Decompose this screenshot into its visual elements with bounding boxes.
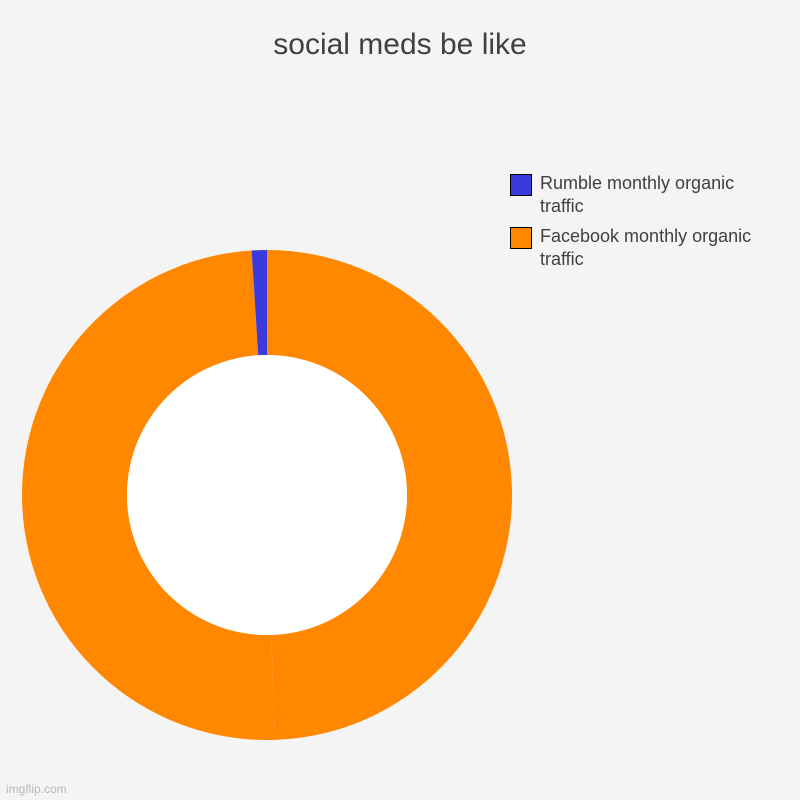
donut-chart [20,248,514,747]
chart-title: social meds be like [0,28,800,62]
legend-item: Facebook monthly organic traffic [510,225,770,270]
legend-swatch-rumble [510,174,532,196]
chart-canvas: social meds be like Rumble monthly organ… [0,0,800,800]
watermark: imgflip.com [6,782,67,796]
legend-label-rumble: Rumble monthly organic traffic [540,172,770,217]
legend: Rumble monthly organic traffic Facebook … [510,172,770,278]
donut-svg [20,248,514,742]
legend-item: Rumble monthly organic traffic [510,172,770,217]
legend-swatch-facebook [510,227,532,249]
legend-label-facebook: Facebook monthly organic traffic [540,225,770,270]
